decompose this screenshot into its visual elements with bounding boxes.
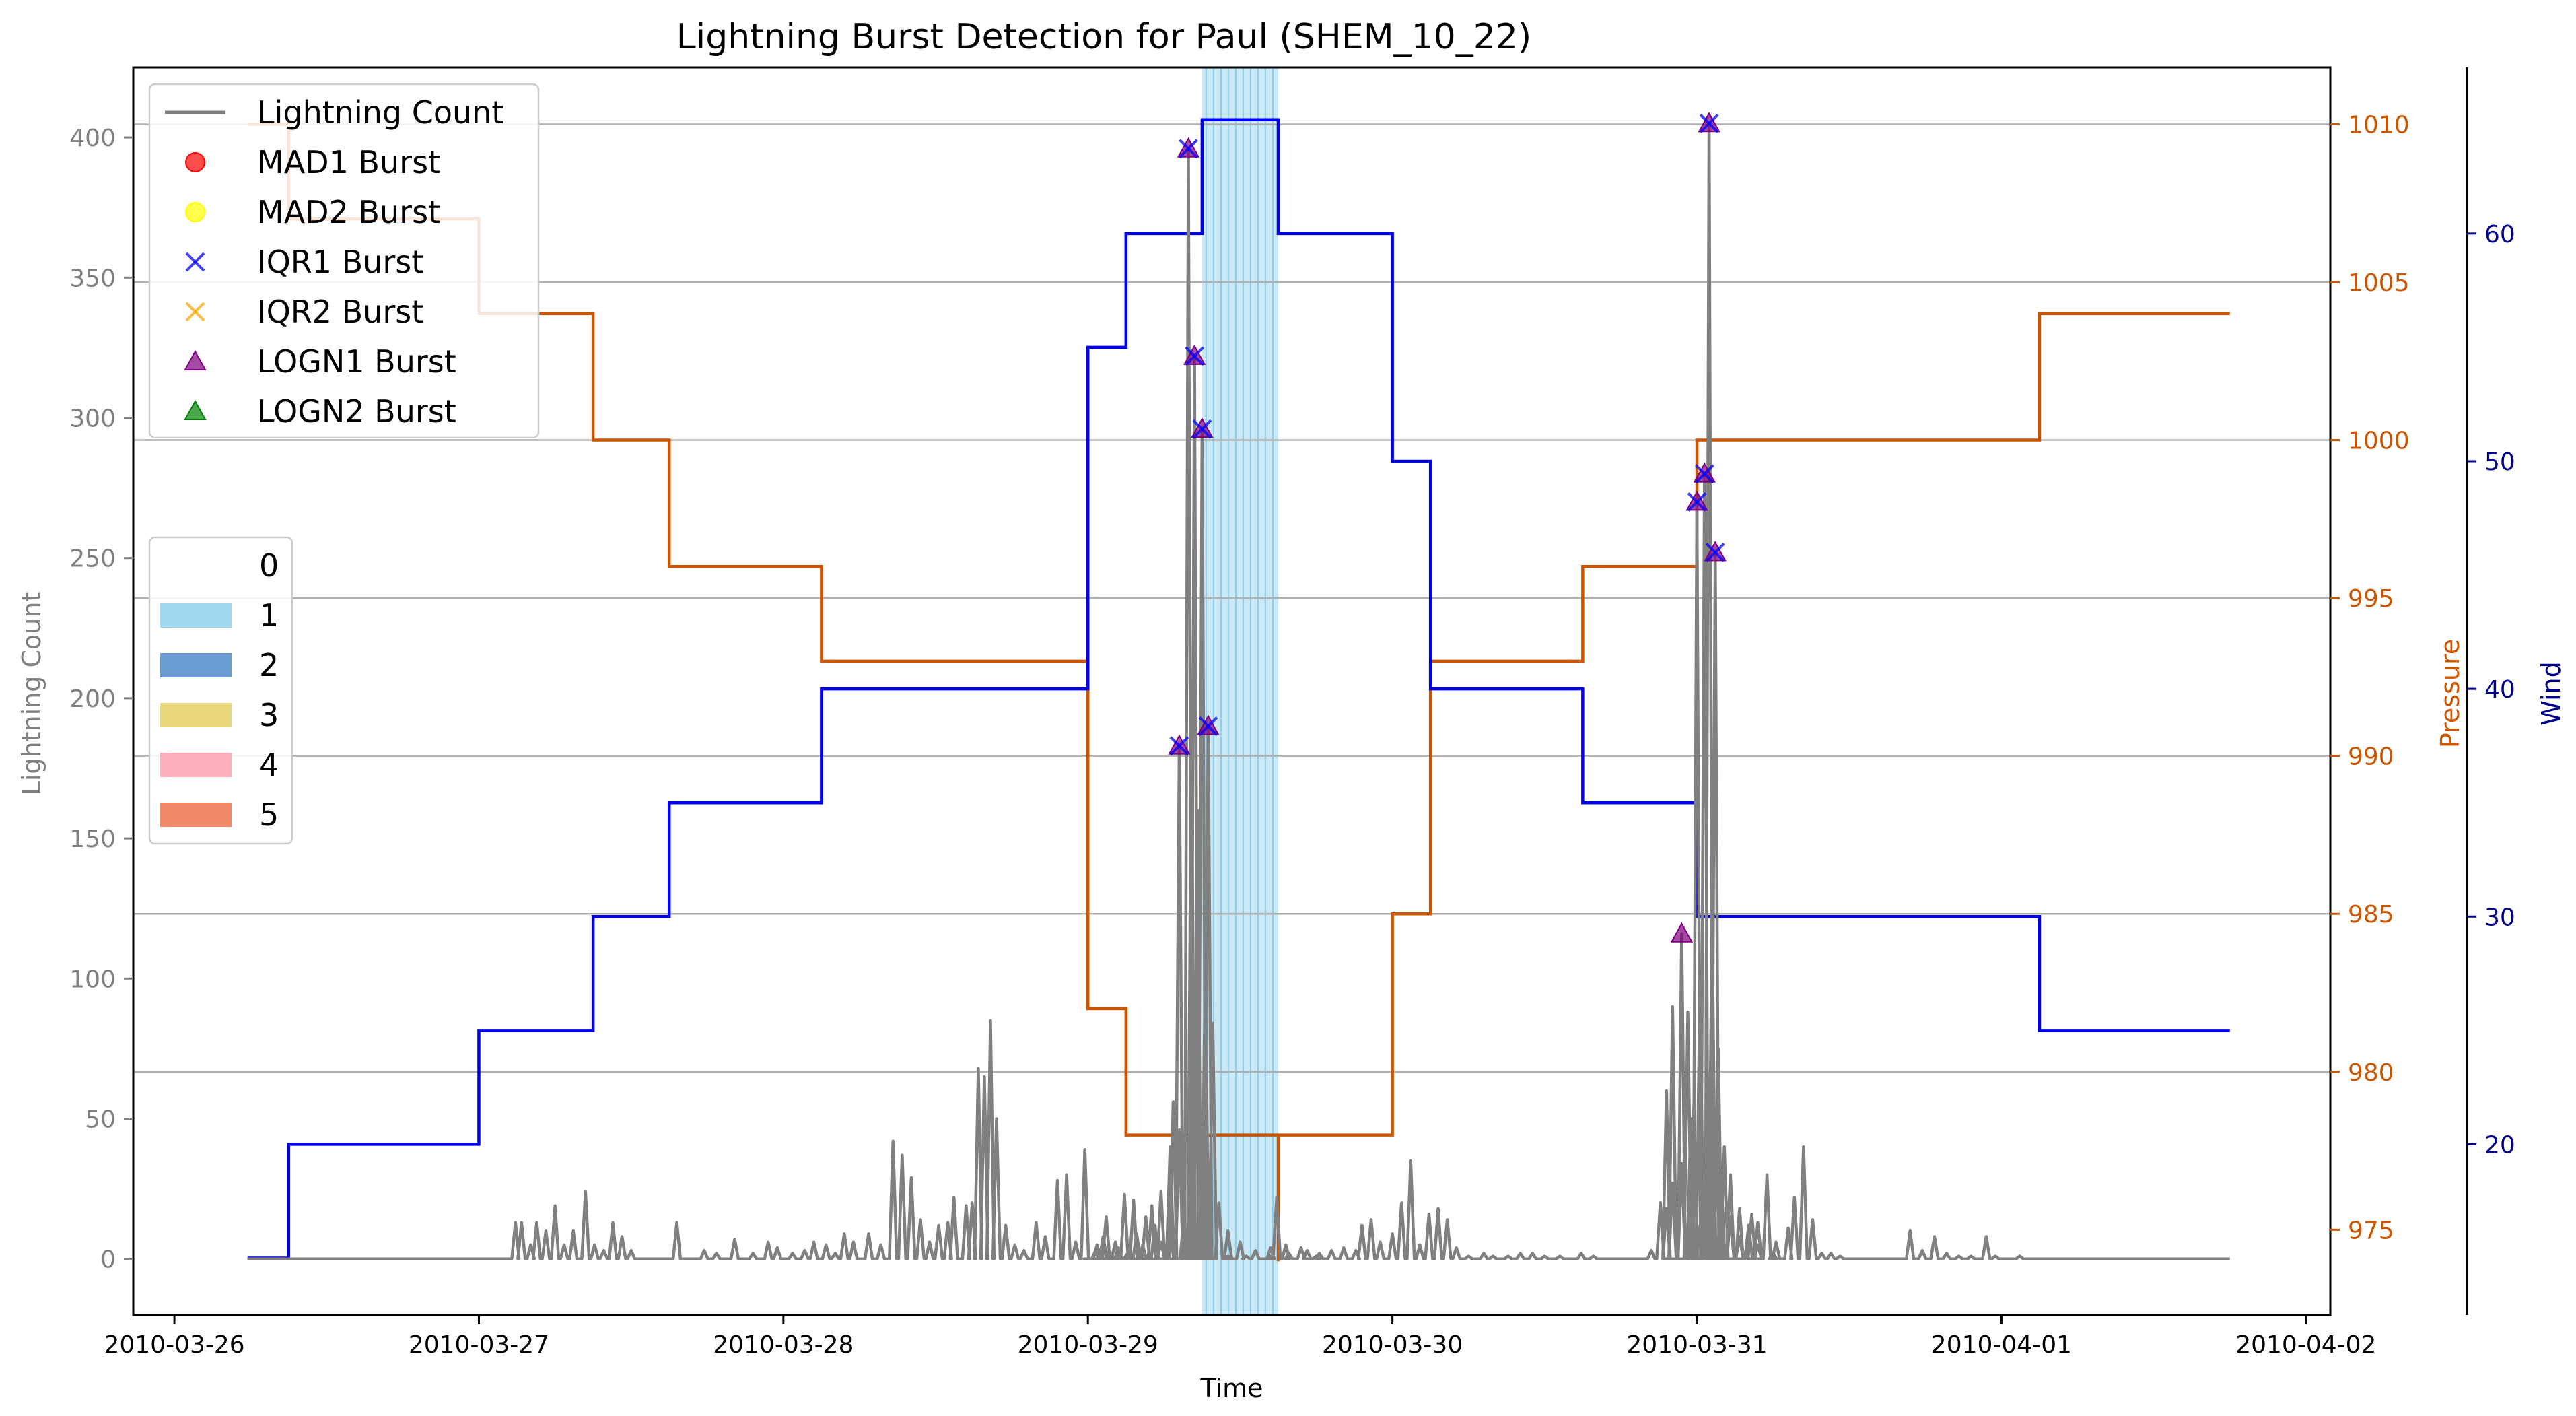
x-tick-label: 2010-03-30 bbox=[1322, 1331, 1463, 1359]
iqr1-marker-stroke bbox=[1185, 346, 1204, 366]
legend-triangle-swatch bbox=[184, 399, 207, 420]
legend-category-swatch bbox=[160, 603, 232, 628]
iqr1-marker-stroke bbox=[1192, 419, 1212, 439]
pressure-tick-label: 980 bbox=[2348, 1059, 2394, 1087]
legend-series-label: MAD2 Burst bbox=[257, 194, 440, 230]
iqr1-marker-stroke bbox=[1169, 736, 1189, 756]
legend-x-swatch bbox=[185, 252, 205, 272]
y-left-tick-label: 300 bbox=[69, 405, 116, 433]
legend-category-swatch bbox=[160, 553, 232, 578]
y-left-tick-label: 150 bbox=[69, 825, 116, 853]
pressure-tick-label: 985 bbox=[2348, 901, 2394, 929]
x-tick-label: 2010-03-29 bbox=[1018, 1331, 1158, 1359]
legend-category-label: 3 bbox=[259, 697, 279, 733]
pressure-tick-label: 1000 bbox=[2348, 428, 2410, 455]
plot-frame bbox=[132, 66, 2332, 1316]
legend-series-label: LOGN1 Burst bbox=[257, 343, 456, 380]
y-axis-label-pressure: Pressure bbox=[2435, 639, 2465, 748]
legend-series-label: Lightning Count bbox=[257, 94, 503, 131]
x-tick-label: 2010-04-01 bbox=[1931, 1331, 2072, 1359]
category-span-layer bbox=[1202, 67, 1278, 1315]
pressure-tick-label: 995 bbox=[2348, 585, 2394, 613]
iqr1-marker-stroke bbox=[1179, 139, 1198, 159]
y-left-tick-label: 400 bbox=[69, 125, 116, 152]
legend-series: Lightning Count MAD1 Burst MAD2 Burst IQR1 … bbox=[148, 83, 540, 439]
iqr1-marker-stroke bbox=[185, 252, 205, 272]
y-left-tick-label: 200 bbox=[69, 685, 116, 713]
axis-layer: 2010-03-26 2010-03-27 2010-03-28 2010-03-29… bbox=[69, 66, 2515, 1359]
legend-category-swatch bbox=[160, 703, 232, 727]
y-left-tick-label: 350 bbox=[69, 265, 116, 292]
legend-category: 0 1 2 3 4 5 bbox=[148, 536, 293, 845]
y-left-tick-label: 0 bbox=[100, 1246, 116, 1274]
iqr1-burst-marker bbox=[1179, 139, 1198, 159]
wind-tick-label: 60 bbox=[2484, 221, 2515, 248]
y-axis-label-lightning: Lightning Count bbox=[17, 592, 46, 796]
legend-series-label: IQR1 Burst bbox=[257, 244, 423, 280]
x-tick-label: 2010-03-31 bbox=[1626, 1331, 1767, 1359]
legend-category-swatch bbox=[160, 803, 232, 827]
iqr1-marker-stroke bbox=[1699, 113, 1719, 133]
chart-title: Lightning Burst Detection for Paul (SHEM… bbox=[676, 17, 1531, 57]
wind-tick-label: 40 bbox=[2484, 676, 2515, 704]
iqr1-marker-stroke bbox=[1694, 464, 1714, 484]
y-axis-label-wind: Wind bbox=[2536, 661, 2566, 726]
iqr1-marker-stroke bbox=[1198, 716, 1218, 736]
pressure-series-line bbox=[247, 123, 2230, 1262]
legend-category-label: 4 bbox=[259, 747, 279, 783]
x-axis-label: Time bbox=[1200, 1374, 1263, 1403]
iqr1-burst-marker bbox=[1169, 736, 1189, 756]
pressure-tick-label: 990 bbox=[2348, 743, 2394, 771]
x-tick-label: 2010-03-28 bbox=[713, 1331, 854, 1359]
legend-series-label: LOGN2 Burst bbox=[257, 393, 456, 430]
legend-category-swatch bbox=[160, 753, 232, 777]
iqr1-burst-marker bbox=[1192, 419, 1212, 439]
iqr1-marker-stroke bbox=[1687, 492, 1707, 512]
iqr1-burst-marker bbox=[1705, 542, 1725, 562]
legend-series-box bbox=[148, 83, 540, 439]
wind-tick-label: 50 bbox=[2484, 448, 2515, 476]
legend-circle-swatch bbox=[185, 152, 205, 172]
marker-layer bbox=[1168, 112, 1727, 943]
iqr1-burst-marker bbox=[1687, 492, 1707, 512]
iqr1-burst-marker bbox=[1699, 113, 1719, 133]
legend-category-label: 1 bbox=[259, 597, 279, 634]
legend-triangle-swatch bbox=[184, 349, 207, 370]
x-tick-label: 2010-03-26 bbox=[104, 1331, 244, 1359]
legend-circle-swatch bbox=[185, 202, 205, 222]
lightning-count-line bbox=[247, 122, 2230, 1260]
y-left-tick-label: 50 bbox=[85, 1106, 116, 1134]
iqr1-burst-marker bbox=[1694, 464, 1714, 484]
legend-x-swatch bbox=[185, 302, 205, 322]
legend-series-label: MAD1 Burst bbox=[257, 144, 440, 180]
x-tick-label: 2010-04-02 bbox=[2235, 1331, 2376, 1359]
x-tick-label: 2010-03-27 bbox=[409, 1331, 549, 1359]
y-left-tick-label: 100 bbox=[69, 966, 116, 993]
legend-category-label: 0 bbox=[259, 547, 279, 584]
logn1-burst-marker bbox=[1670, 922, 1694, 943]
iqr1-marker-stroke bbox=[185, 302, 205, 322]
wind-tick-label: 30 bbox=[2484, 904, 2515, 931]
iqr1-burst-marker bbox=[1185, 346, 1204, 366]
legend-series-label: IQR2 Burst bbox=[257, 294, 423, 330]
y-left-tick-label: 250 bbox=[69, 545, 116, 573]
pressure-tick-label: 1010 bbox=[2348, 111, 2410, 139]
pressure-tick-label: 1005 bbox=[2348, 269, 2410, 297]
wind-series-line bbox=[247, 118, 2230, 1260]
legend-category-label: 5 bbox=[259, 797, 279, 833]
iqr1-burst-marker bbox=[1198, 716, 1218, 736]
series-layer bbox=[247, 118, 2230, 1262]
iqr1-marker-stroke bbox=[1705, 542, 1725, 562]
legend-category-swatch bbox=[160, 653, 232, 677]
pressure-tick-label: 975 bbox=[2348, 1217, 2394, 1244]
wind-tick-label: 20 bbox=[2484, 1131, 2515, 1159]
legend-category-label: 2 bbox=[259, 647, 279, 683]
